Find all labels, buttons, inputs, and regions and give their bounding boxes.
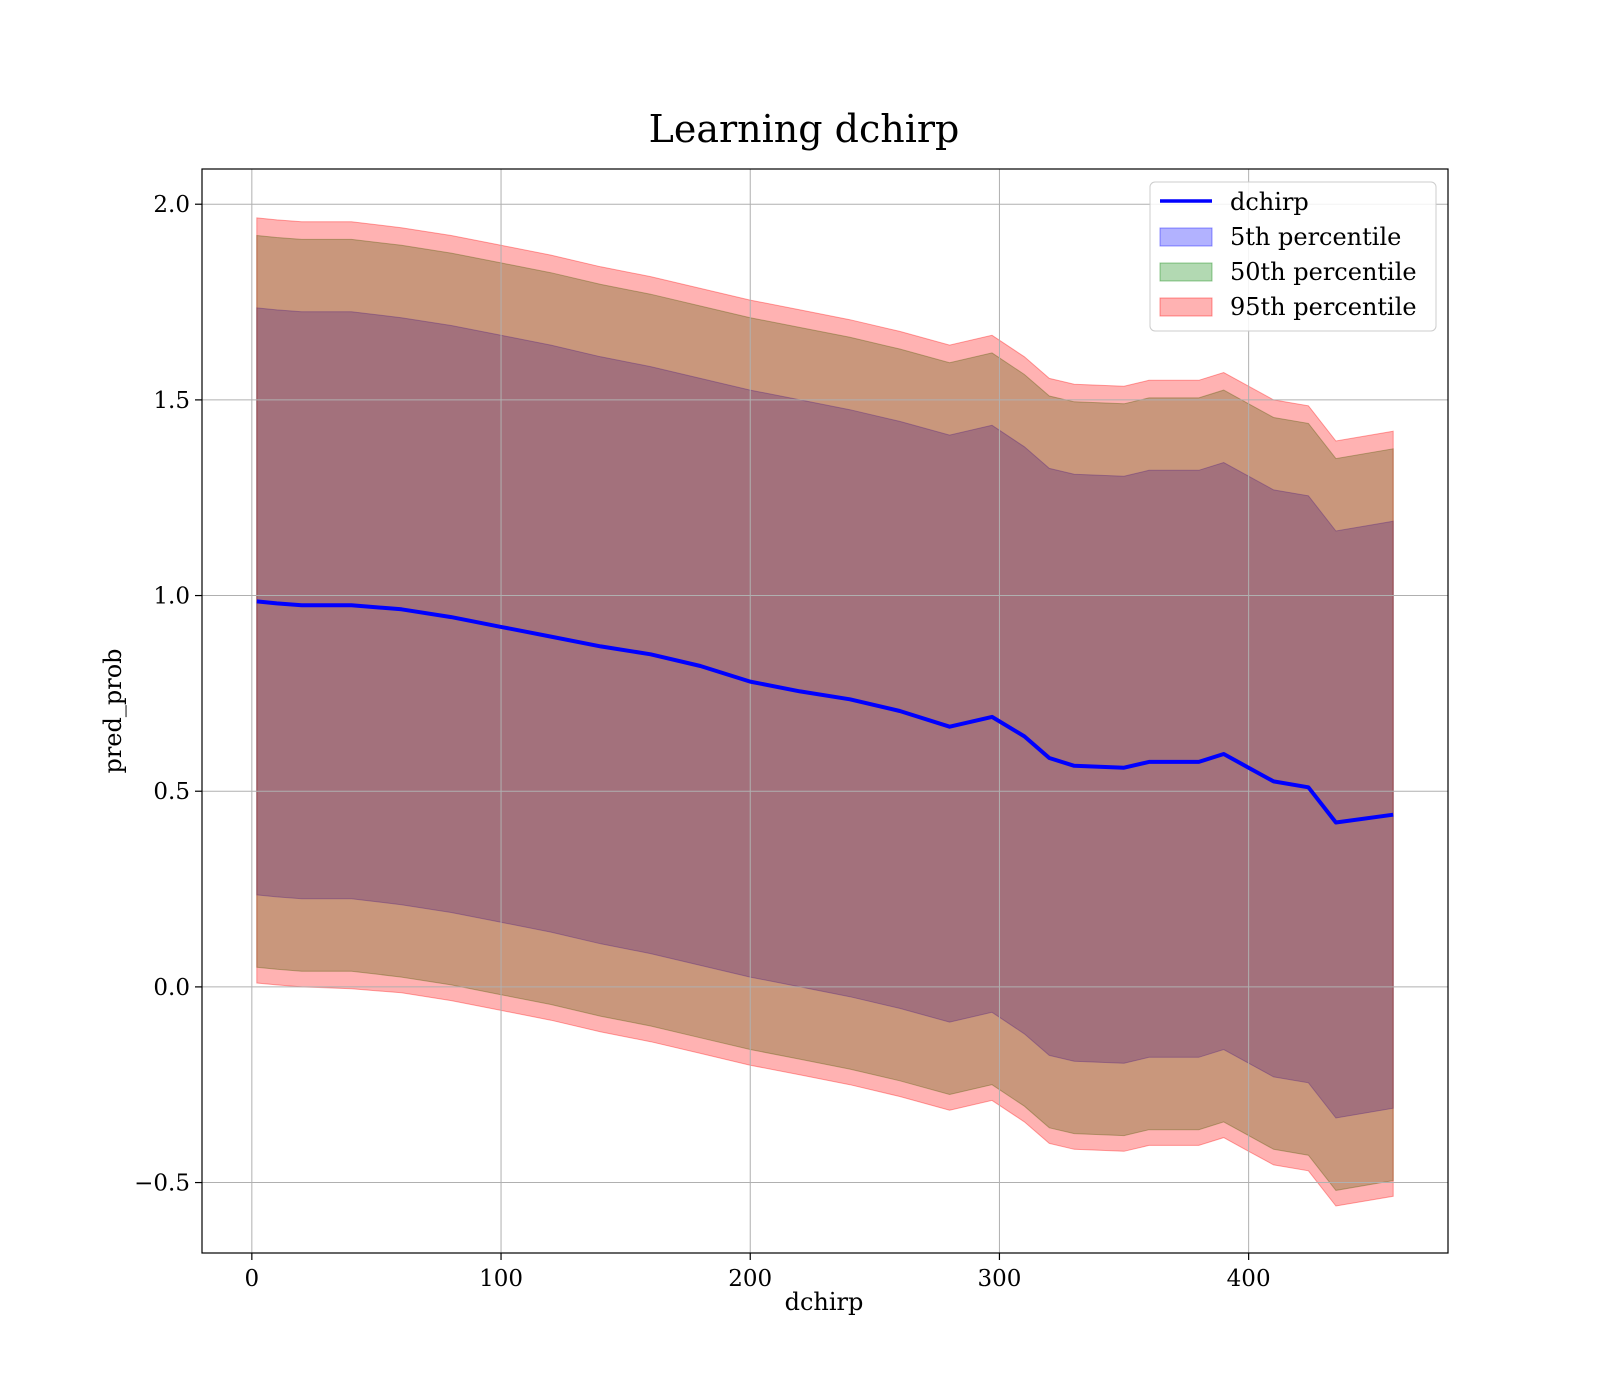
grid-lines (202, 169, 1448, 1253)
legend-label-dchirp: dchirp (1230, 188, 1309, 216)
legend-box (1149, 181, 1437, 332)
x-tick-label: 300 (977, 1266, 1021, 1292)
legend-swatch-50th (1159, 262, 1213, 282)
mean-line (256, 599, 1394, 825)
plot-frame (201, 168, 1449, 1254)
y-tick-label: −0.5 (134, 1171, 190, 1197)
legend-swatch-95th (1159, 297, 1213, 317)
x-tick-label: 100 (479, 1266, 523, 1292)
legend-label-50th: 50th percentile (1230, 258, 1417, 286)
x-tick-label: 200 (728, 1266, 772, 1292)
x-tick-label: 400 (1227, 1266, 1271, 1292)
chart-title: Learning dchirp (649, 107, 960, 151)
y-axis-ticks: −0.5 0.0 0.5 1.0 1.5 2.0 (134, 192, 202, 1197)
percentile-bands (256, 217, 1394, 1207)
band-5th-percentile (256, 307, 1394, 1119)
legend-swatch-5th (1159, 227, 1213, 247)
y-tick-label: 0.5 (153, 779, 190, 805)
x-axis-label: dchirp (785, 1288, 864, 1316)
band-95th-percentile (256, 217, 1394, 1207)
y-tick-label: 2.0 (153, 192, 190, 218)
y-tick-label: 1.5 (153, 388, 190, 414)
y-axis-label: pred_prob (99, 648, 127, 773)
legend: dchirp 5th percentile 50th percentile 95… (1149, 181, 1437, 332)
plot-area (201, 168, 1449, 1254)
legend-label-95th: 95th percentile (1230, 293, 1417, 321)
y-tick-label: 0.0 (153, 975, 190, 1001)
x-tick-label: 0 (245, 1266, 260, 1292)
band-50th-percentile (256, 234, 1394, 1191)
x-axis-ticks: 0 100 200 300 400 (245, 1253, 1271, 1292)
y-tick-label: 1.0 (153, 584, 190, 610)
legend-label-5th: 5th percentile (1230, 223, 1401, 251)
